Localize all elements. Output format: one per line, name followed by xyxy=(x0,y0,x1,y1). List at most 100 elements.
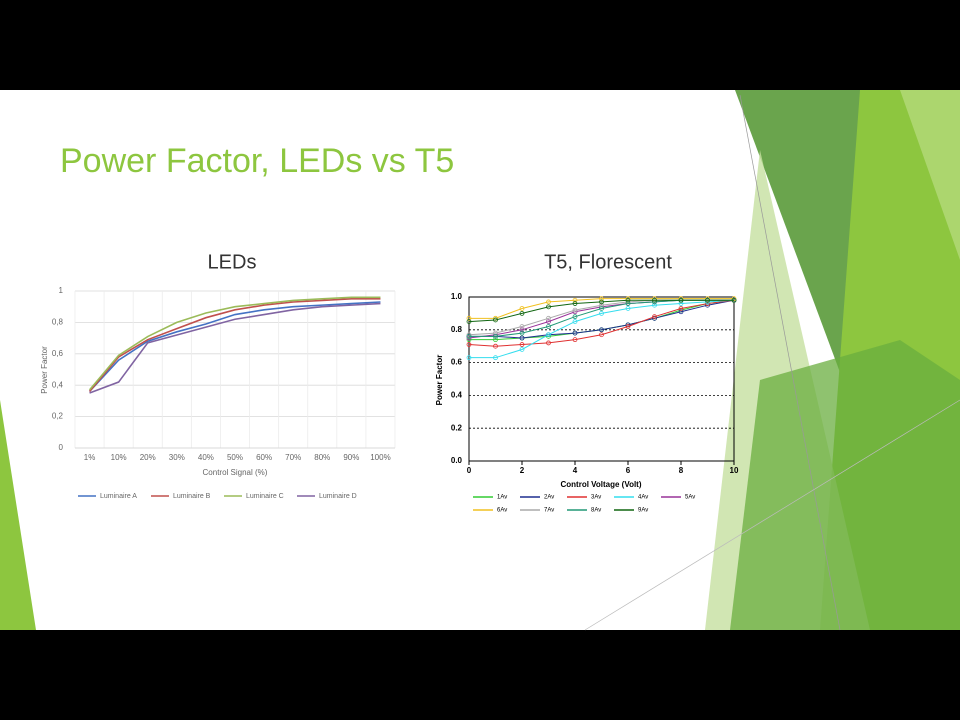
decor-shape xyxy=(900,90,960,260)
data-point xyxy=(519,306,525,311)
data-point xyxy=(599,310,604,316)
data-point xyxy=(705,297,710,303)
x-tick-label: 8 xyxy=(679,466,684,475)
y-tick-label: 0.4 xyxy=(451,391,463,400)
y-tick-label: 0.6 xyxy=(451,358,463,367)
legend-label: 5Av xyxy=(685,495,695,501)
y-tick-label: 0,8 xyxy=(52,318,64,327)
x-tick-label: 100% xyxy=(370,453,390,462)
data-point xyxy=(493,337,498,343)
legend-label: 7Av xyxy=(544,508,554,514)
data-point xyxy=(625,306,631,311)
data-point xyxy=(625,301,631,306)
series-line xyxy=(469,299,735,359)
data-point xyxy=(519,310,525,316)
legend-label: Luminaire D xyxy=(319,493,357,500)
data-point xyxy=(466,355,472,361)
series-line xyxy=(89,302,381,394)
data-point xyxy=(546,319,551,325)
series-line xyxy=(468,299,734,323)
data-point xyxy=(731,297,737,303)
data-point xyxy=(519,324,525,329)
data-point xyxy=(519,330,525,336)
data-point xyxy=(519,342,525,347)
data-point xyxy=(678,309,684,315)
data-point xyxy=(493,330,498,336)
legend-label: 4Av xyxy=(638,495,648,501)
y-tick-label: 0.2 xyxy=(451,423,463,432)
series-line xyxy=(88,296,381,391)
data-point xyxy=(546,304,551,310)
decor-line xyxy=(739,94,841,631)
y-tick-label: 1 xyxy=(59,286,64,295)
legend-label: Luminaire B xyxy=(173,493,211,500)
x-tick-label: 10% xyxy=(111,453,127,462)
data-point xyxy=(652,297,657,303)
chart-title: LEDs xyxy=(208,251,257,273)
x-tick-label: 70% xyxy=(285,453,301,462)
x-tick-label: 50% xyxy=(227,453,243,462)
y-tick-label: 1.0 xyxy=(451,292,463,301)
data-point xyxy=(519,327,525,333)
data-point xyxy=(493,333,498,339)
x-tick-label: 20% xyxy=(140,453,156,462)
chart-title: T5, Florescent xyxy=(544,251,672,273)
data-point xyxy=(652,302,657,308)
decor-line xyxy=(584,399,960,631)
legend-label: 1Av xyxy=(497,495,507,501)
legend-label: Luminaire C xyxy=(246,493,284,500)
data-point xyxy=(493,343,498,349)
data-point xyxy=(625,324,631,329)
legend-label: Luminaire A xyxy=(100,493,137,500)
x-axis-title: Control Voltage (Volt) xyxy=(560,480,641,489)
chart: LEDs 0 0,2 0,4 0,6 0,8 1 1% 10% 20% 30% 40% 50% 60% 70… xyxy=(40,251,396,500)
data-point xyxy=(546,299,551,305)
data-point xyxy=(572,301,578,306)
slide-title: Power Factor, LEDs vs T5 xyxy=(60,142,454,180)
y-tick-label: 0,4 xyxy=(52,380,64,389)
data-point xyxy=(599,332,604,338)
y-axis-title: Power Factor xyxy=(435,355,444,406)
x-tick-label: 4 xyxy=(573,466,578,475)
series-line xyxy=(468,299,735,347)
legend-label: 9Av xyxy=(638,508,648,514)
x-tick-label: 40% xyxy=(198,453,214,462)
data-point xyxy=(546,315,551,321)
data-point xyxy=(652,314,657,320)
data-point xyxy=(599,306,604,311)
data-point xyxy=(493,317,498,323)
data-point xyxy=(599,327,604,333)
chart: 0 2 4 6 8 10 T5, Florescent 0.0 0.2 0.4 0.6 0.8 1.0 C… xyxy=(435,251,739,513)
data-point xyxy=(678,306,684,311)
data-point xyxy=(519,335,525,341)
data-point xyxy=(572,307,578,313)
data-point xyxy=(599,302,604,308)
data-point xyxy=(466,319,472,325)
decor-shape xyxy=(0,400,36,630)
data-point xyxy=(572,330,578,336)
decor-shape xyxy=(730,340,960,630)
data-point xyxy=(546,340,551,346)
data-point xyxy=(678,297,684,303)
y-tick-label: 0,6 xyxy=(52,349,64,358)
data-point xyxy=(599,296,604,302)
series-line xyxy=(88,298,381,392)
data-point xyxy=(466,333,472,339)
x-tick-label: 80% xyxy=(314,453,330,462)
legend-label: 6Av xyxy=(497,508,507,514)
y-tick-label: 0,2 xyxy=(52,412,64,421)
x-tick-label: 90% xyxy=(343,453,359,462)
x-tick-label: 30% xyxy=(169,453,185,462)
decoration xyxy=(0,90,960,631)
legend-label: 8Av xyxy=(591,508,601,514)
data-point xyxy=(572,297,578,303)
data-point xyxy=(678,301,684,306)
data-point xyxy=(572,337,578,343)
x-tick-label: 2 xyxy=(520,466,525,475)
x-tick-label: 1% xyxy=(84,453,96,462)
y-tick-label: 0 xyxy=(59,443,64,452)
data-point xyxy=(466,315,472,321)
y-tick-label: 0.0 xyxy=(451,456,463,465)
